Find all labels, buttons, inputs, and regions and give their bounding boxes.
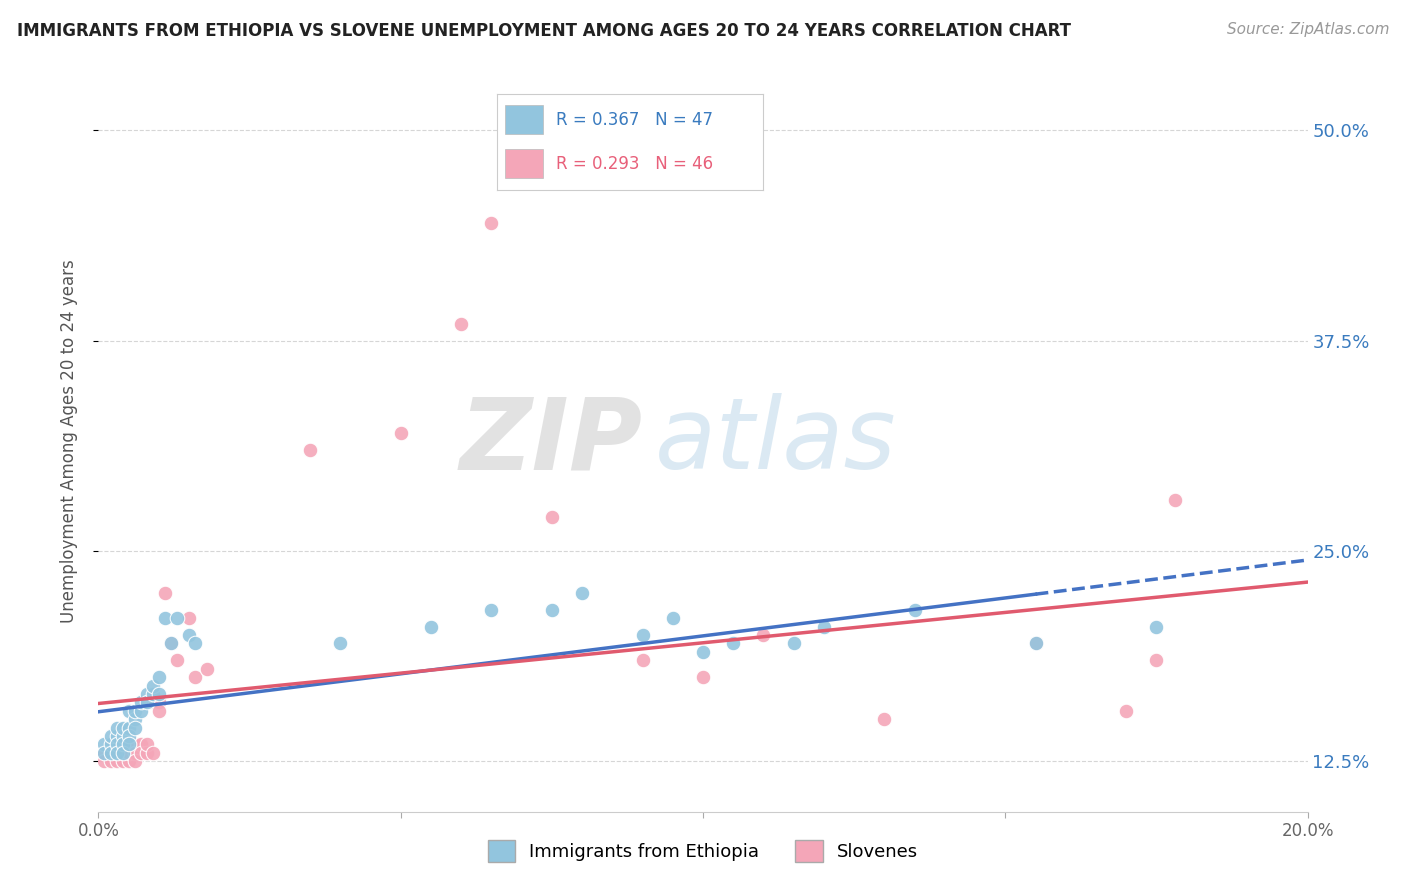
Text: atlas: atlas (655, 393, 896, 490)
Text: IMMIGRANTS FROM ETHIOPIA VS SLOVENE UNEMPLOYMENT AMONG AGES 20 TO 24 YEARS CORRE: IMMIGRANTS FROM ETHIOPIA VS SLOVENE UNEM… (17, 22, 1071, 40)
Point (723, 636, 745, 650)
Point (450, 317, 472, 331)
Point (135, 738, 157, 752)
Point (184, 636, 207, 650)
Point (129, 746, 152, 760)
Point (148, 670, 170, 684)
Point (299, 442, 322, 457)
Point (783, 636, 806, 650)
Point (813, 620, 835, 634)
Point (166, 611, 188, 625)
Point (100, 754, 122, 768)
Point (124, 721, 146, 735)
Point (481, 216, 503, 230)
Text: Source: ZipAtlas.com: Source: ZipAtlas.com (1226, 22, 1389, 37)
Point (118, 704, 141, 718)
Point (135, 746, 157, 760)
Point (111, 729, 134, 743)
Point (661, 611, 683, 625)
Point (135, 687, 157, 701)
Point (124, 704, 146, 718)
Point (389, 426, 412, 441)
Point (93, 754, 115, 768)
Point (93, 746, 115, 760)
Point (100, 738, 122, 752)
Point (142, 679, 165, 693)
Point (1175, 830, 1198, 844)
Point (105, 729, 128, 743)
Point (184, 670, 207, 684)
Point (160, 636, 183, 650)
Point (1024, 636, 1046, 650)
Point (195, 662, 218, 676)
Point (111, 746, 134, 760)
Point (118, 738, 141, 752)
Point (118, 754, 141, 768)
Point (111, 746, 134, 760)
Point (105, 746, 128, 760)
Text: ZIP: ZIP (460, 393, 643, 490)
Point (118, 746, 141, 760)
Point (124, 746, 146, 760)
Point (142, 746, 165, 760)
Point (153, 611, 176, 625)
Point (105, 738, 128, 752)
Point (100, 738, 122, 752)
Point (148, 695, 170, 709)
Point (631, 653, 654, 667)
Point (179, 611, 201, 625)
Point (111, 721, 134, 735)
Point (148, 704, 170, 718)
Point (1115, 704, 1137, 718)
Point (692, 645, 714, 659)
Point (124, 754, 146, 768)
Point (129, 704, 152, 718)
Point (142, 695, 165, 709)
Point (1024, 636, 1046, 650)
Point (129, 738, 152, 752)
Point (153, 586, 176, 600)
Point (142, 687, 165, 701)
Point (111, 754, 134, 768)
Point (420, 620, 443, 634)
Point (105, 721, 128, 735)
Point (148, 687, 170, 701)
Point (105, 746, 128, 760)
Point (111, 738, 134, 752)
Point (481, 603, 503, 617)
Point (540, 603, 562, 617)
Point (124, 712, 146, 726)
Y-axis label: Unemployment Among Ages 20 to 24 years: Unemployment Among Ages 20 to 24 years (59, 260, 77, 624)
Point (1144, 653, 1167, 667)
Point (135, 695, 157, 709)
Point (105, 746, 128, 760)
Point (118, 738, 141, 752)
Point (105, 738, 128, 752)
Point (100, 729, 122, 743)
Point (179, 628, 201, 642)
Point (160, 636, 183, 650)
Point (904, 603, 927, 617)
Point (873, 712, 896, 726)
Point (105, 754, 128, 768)
Point (93, 738, 115, 752)
Point (752, 628, 775, 642)
Point (571, 586, 593, 600)
Point (540, 510, 562, 524)
Legend: Immigrants from Ethiopia, Slovenes: Immigrants from Ethiopia, Slovenes (481, 833, 925, 870)
Point (93, 746, 115, 760)
Point (111, 738, 134, 752)
Point (100, 746, 122, 760)
Point (1163, 493, 1185, 508)
Point (692, 670, 714, 684)
Point (118, 721, 141, 735)
Point (1144, 620, 1167, 634)
Point (166, 653, 188, 667)
Point (100, 746, 122, 760)
Point (631, 628, 654, 642)
Point (329, 636, 352, 650)
Point (124, 738, 146, 752)
Point (118, 729, 141, 743)
Point (129, 695, 152, 709)
